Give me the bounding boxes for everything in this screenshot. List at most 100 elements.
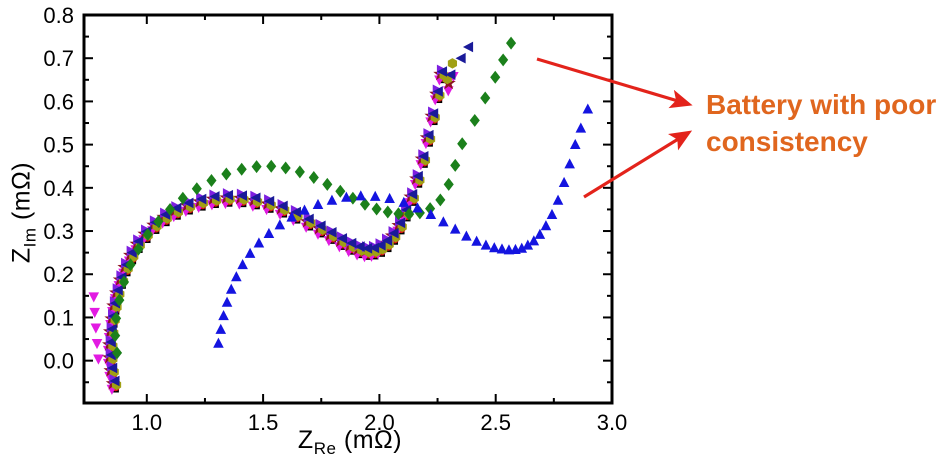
data-point (183, 197, 194, 209)
x-tick-label: 2.5 (480, 410, 511, 435)
y-tick-label: 0.4 (43, 176, 74, 201)
data-point (569, 138, 581, 149)
data-point (457, 137, 468, 151)
data-point (237, 258, 248, 270)
data-point (552, 194, 564, 205)
data-point (558, 176, 570, 188)
data-point (528, 235, 540, 246)
data-point (461, 230, 472, 241)
data-point (218, 309, 229, 321)
data-point (496, 243, 508, 254)
series-poor-consistency-blue (213, 103, 594, 348)
data-point (432, 86, 443, 97)
data-point (443, 177, 454, 191)
data-point (347, 191, 358, 205)
data-point (177, 191, 188, 205)
data-point (382, 205, 393, 219)
data-point (89, 307, 100, 319)
data-point (428, 108, 439, 119)
data-point (133, 242, 144, 256)
data-point (471, 235, 482, 246)
y-tick-label: 0.5 (43, 133, 74, 158)
data-point (435, 193, 446, 207)
data-point (303, 213, 314, 225)
series-cell-7 (105, 41, 474, 387)
data-point (382, 235, 393, 246)
data-point (221, 296, 233, 307)
data-point (522, 239, 534, 250)
data-point (326, 227, 337, 238)
data-point (447, 58, 458, 69)
x-tick-label: 2.0 (364, 410, 395, 435)
data-point (425, 202, 436, 216)
data-point (196, 193, 207, 205)
data-point (335, 184, 346, 198)
data-point (266, 159, 277, 173)
data-point (209, 191, 220, 202)
data-point (407, 189, 418, 200)
data-point (425, 208, 437, 219)
data-point (308, 170, 319, 184)
data-point (575, 122, 587, 133)
data-point (315, 220, 326, 232)
annotation-battery-poor-consistency: Battery with poor consistency (706, 89, 937, 157)
y-axis-title-symbol: Z (7, 247, 36, 264)
data-point (236, 190, 248, 201)
data-point (107, 362, 118, 374)
data-point (274, 219, 286, 230)
data-point (322, 177, 333, 191)
data-point (564, 158, 575, 169)
y-tick-label: 0.2 (43, 262, 74, 287)
data-point (142, 228, 153, 241)
data-point (88, 292, 100, 303)
data-point (133, 236, 144, 247)
data-point (582, 103, 594, 114)
data-point (171, 202, 182, 214)
x-tick-label: 1.0 (132, 410, 163, 435)
data-point (449, 223, 461, 234)
data-point (264, 195, 275, 207)
data-point (445, 69, 456, 80)
data-point (90, 323, 102, 334)
data-point (215, 323, 227, 334)
data-point (280, 161, 291, 175)
data-point (153, 215, 164, 229)
data-point (516, 242, 528, 253)
data-point (341, 191, 352, 202)
data-point (93, 354, 104, 365)
data-point (455, 52, 466, 64)
data-point (490, 70, 501, 84)
data-point (371, 202, 382, 216)
data-point (290, 206, 301, 218)
y-axis-title-subscript: Im (20, 227, 40, 248)
y-axis-title: ZIm (mΩ) (8, 103, 41, 323)
data-point (423, 129, 434, 141)
data-point (412, 202, 423, 213)
data-point (534, 228, 546, 239)
data-point (336, 233, 348, 244)
data-point (388, 227, 399, 239)
y-tick-label: 0.1 (43, 305, 74, 330)
data-point (110, 329, 121, 343)
series-poor-consistency-green (110, 36, 517, 360)
data-point (91, 339, 103, 350)
data-point (436, 66, 448, 77)
y-tick-label: 0.6 (43, 89, 74, 114)
data-point (206, 174, 217, 187)
data-point (480, 91, 491, 105)
data-point (294, 165, 305, 179)
data-point (312, 198, 324, 210)
data-point (253, 237, 265, 248)
plot-frame (82, 13, 614, 405)
x-axis-title-symbol: Z (297, 426, 314, 454)
data-point (498, 53, 509, 67)
data-point (359, 197, 371, 211)
annotation-arrow (536, 57, 693, 109)
data-point (375, 240, 386, 251)
data-point (412, 170, 423, 182)
data-point (277, 200, 288, 212)
data-point (111, 346, 123, 360)
data-point (442, 86, 454, 97)
y-tick-label: 0.8 (43, 3, 74, 28)
